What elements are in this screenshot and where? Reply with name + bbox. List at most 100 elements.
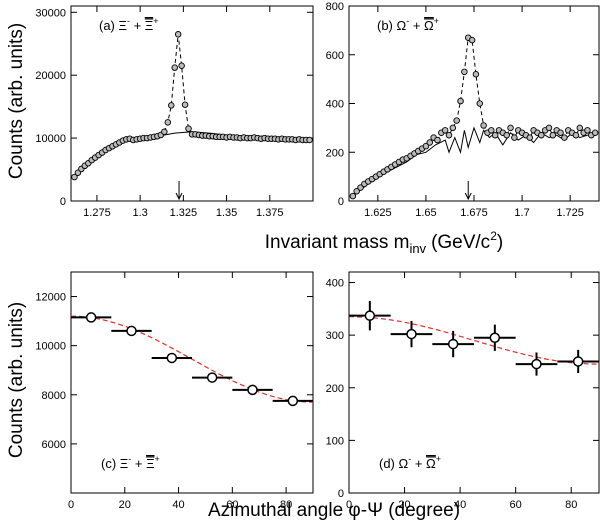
plot-area-b xyxy=(349,34,599,200)
plot-area-a xyxy=(71,31,313,181)
data-point-b xyxy=(441,127,449,134)
data-point-b xyxy=(503,131,510,139)
panel-label-a: (a) Ξ- + Ξ+ xyxy=(99,16,159,33)
y-tick-label-b: 600 xyxy=(326,50,344,62)
y-tick-label-c: 10000 xyxy=(35,341,66,353)
data-point-b xyxy=(491,131,499,139)
y-tick-label-d: 200 xyxy=(326,383,344,395)
signal-dashed-line-a xyxy=(74,34,310,178)
data-point-b xyxy=(538,131,545,139)
data-point-b xyxy=(584,127,591,134)
panel-label-part-d: - xyxy=(408,454,411,464)
panel-label-part-c: - xyxy=(128,454,131,464)
background-line-b xyxy=(352,126,596,197)
bottom-xlabel: Azimuthal angle φ-Ψ (degree) xyxy=(208,500,460,521)
plot-frame-d xyxy=(348,271,600,494)
data-point-c xyxy=(247,384,258,396)
data-point-b xyxy=(561,134,568,141)
data-point-b xyxy=(572,131,580,139)
top-xlabel-unit-sup: 2 xyxy=(490,229,497,243)
panel-label-part-b: + xyxy=(434,16,439,26)
x-tick-label-a: 1.3 xyxy=(132,207,147,219)
panel-label-part-b: Ω xyxy=(397,18,407,33)
y-tick-label-a: 0 xyxy=(60,196,66,208)
panel-label-part-a: Ξ xyxy=(145,18,153,33)
plot-area-c xyxy=(71,312,313,407)
panel-label-part-b: + xyxy=(409,18,424,33)
data-point-b xyxy=(357,184,364,191)
y-tick-label-b: 200 xyxy=(326,147,344,159)
data-point-d xyxy=(489,332,501,344)
panel-label-part-a: (a) xyxy=(99,18,119,33)
plot-area-d xyxy=(349,300,599,376)
x-tick-label-b: 1.7 xyxy=(514,207,529,219)
data-point-d xyxy=(531,358,542,370)
data-point-b xyxy=(353,187,360,195)
panel-label-b: (b) Ω- + Ω+ xyxy=(377,16,439,33)
y-tick-label-d: 100 xyxy=(326,435,344,447)
data-point-b xyxy=(449,124,457,132)
x-tick-label-a: 1.375 xyxy=(256,207,284,219)
data-point-c xyxy=(126,325,137,337)
data-point-b xyxy=(511,134,518,141)
y-tick-label-d: 300 xyxy=(326,330,344,342)
data-point-b xyxy=(453,117,460,124)
y-tick-label-b: 800 xyxy=(326,1,344,13)
data-point-b xyxy=(426,139,434,146)
data-point-b xyxy=(557,129,564,136)
x-tick-label-c: 0 xyxy=(68,499,74,511)
panel-label-part-a: + xyxy=(130,18,145,33)
data-point-a xyxy=(71,173,78,181)
panel-label-part-c: Ξ xyxy=(120,456,128,471)
y-tick-label-d: 400 xyxy=(326,278,344,290)
data-point-c xyxy=(166,352,178,364)
top-ylabel: Counts (arb. units) xyxy=(6,23,27,179)
data-point-b xyxy=(591,129,599,136)
data-point-b xyxy=(422,142,430,150)
panel-a: 1.275 1.3 1.325 1.35 1.375 0 10000 20000 30000 (a… xyxy=(35,5,314,219)
top-xlabel-close: ) xyxy=(497,232,503,253)
y-tick-label-a: 30000 xyxy=(35,7,66,19)
panel-label-part-d: + xyxy=(411,456,426,471)
data-point-b xyxy=(549,131,557,139)
x-tick-label-d: 60 xyxy=(510,499,522,511)
panel-label-part-b: Ω xyxy=(424,18,434,33)
panel-label-part-d: (d) xyxy=(379,456,399,471)
x-tick-label-c: 20 xyxy=(119,499,131,511)
data-point-a xyxy=(161,128,168,136)
x-tick-label-c: 40 xyxy=(172,499,184,511)
x-tick-label-c: 80 xyxy=(280,499,292,511)
panel-label-c: (c) Ξ- + Ξ+ xyxy=(101,454,160,471)
panel-label-part-b: - xyxy=(406,16,409,26)
x-tick-label-d: 40 xyxy=(454,499,466,511)
panel-label-part-c: Ξ xyxy=(146,456,154,471)
panel-b: 1.625 1.65 1.675 1.7 1.725 0 200 400 600 800 (b) Ω… xyxy=(326,1,600,219)
panel-label-part-c: + xyxy=(155,454,160,464)
data-point-b xyxy=(461,68,468,76)
top-xlabel-unit: (GeV/c xyxy=(431,232,490,253)
panel-label-part-c: + xyxy=(131,456,146,471)
x-tick-label-b: 1.725 xyxy=(556,207,584,219)
x-tick-label-a: 1.325 xyxy=(170,207,198,219)
y-tick-label-a: 20000 xyxy=(35,70,66,82)
data-point-d xyxy=(572,356,584,367)
data-point-b xyxy=(507,124,514,132)
x-tick-label-d: 20 xyxy=(398,499,410,511)
panel-label-part-a: + xyxy=(153,16,158,26)
data-point-a xyxy=(185,125,192,132)
y-tick-label-c: 8000 xyxy=(42,390,66,402)
mass-arrow-head-a xyxy=(175,192,183,201)
panel-label-part-a: - xyxy=(127,16,130,26)
data-point-a xyxy=(164,119,172,126)
panel-label-part-b: (b) xyxy=(377,18,397,33)
x-tick-label-b: 1.675 xyxy=(460,207,488,219)
plot-frame-c xyxy=(70,271,314,494)
panel-label-part-d: + xyxy=(436,454,441,464)
data-point-d xyxy=(364,310,376,321)
x-tick-label-b: 1.625 xyxy=(364,207,392,219)
y-tick-label-c: 12000 xyxy=(35,292,66,304)
plot-frame-a xyxy=(70,5,314,202)
data-point-c xyxy=(287,395,299,407)
fit-curve-c xyxy=(71,315,313,403)
